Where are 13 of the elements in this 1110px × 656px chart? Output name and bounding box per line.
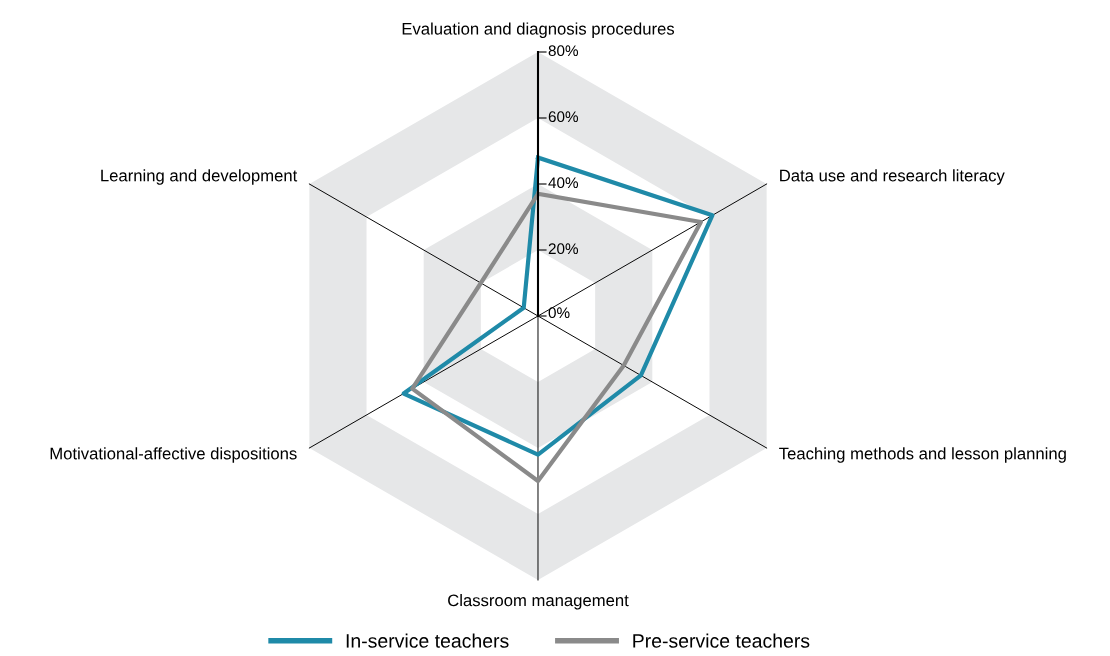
spoke-label: Evaluation and diagnosis procedures: [402, 22, 675, 38]
y-tick-label: 20%: [548, 243, 579, 255]
spoke-label: Data use and research literacy: [780, 169, 1005, 185]
y-tick-label: 40%: [548, 177, 579, 189]
y-tick-label: 60%: [548, 111, 579, 123]
legend-label: Pre-service teachers: [633, 633, 810, 648]
spoke-label: Teaching methods and lesson planning: [779, 447, 1066, 463]
y-tick-label: 80%: [548, 45, 579, 57]
spoke-label: Learning and development: [101, 169, 298, 185]
spoke-label: Motivational-affective dispositions: [50, 447, 297, 463]
y-tick-label: 0%: [548, 307, 570, 319]
spoke-label: Classroom management: [448, 594, 629, 610]
legend-label: In-service teachers: [346, 633, 509, 648]
